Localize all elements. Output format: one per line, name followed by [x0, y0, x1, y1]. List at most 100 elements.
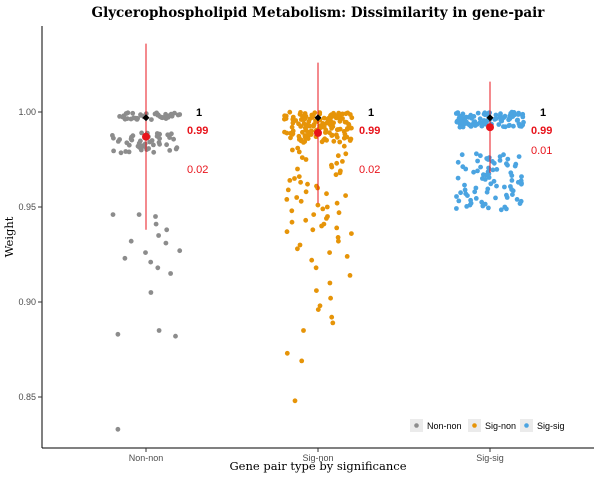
data-point: [458, 190, 463, 196]
data-point: [167, 135, 173, 141]
data-point: [482, 177, 488, 182]
data-point: [177, 248, 183, 254]
data-point: [455, 159, 461, 165]
data-point: [460, 164, 466, 170]
data-point: [330, 320, 336, 326]
data-point: [499, 116, 505, 122]
data-point: [305, 181, 310, 187]
y-tick-label: 1.00: [18, 107, 36, 117]
data-point: [347, 112, 353, 117]
data-point: [342, 131, 348, 137]
data-point: [518, 178, 524, 184]
data-point: [501, 124, 506, 129]
data-point: [129, 137, 135, 143]
y-tick-label: 0.95: [18, 202, 36, 212]
data-point: [323, 127, 329, 133]
data-point: [136, 212, 142, 218]
data-point: [342, 119, 348, 125]
plot-area: 1 0.99 0.02 1 0.99 0.02 1 0.99 0.01: [110, 43, 552, 432]
data-point: [128, 238, 134, 244]
data-point: [324, 204, 330, 210]
data-point: [509, 178, 515, 183]
data-point: [343, 111, 349, 117]
data-point: [328, 295, 333, 301]
sd-label: 0.02: [359, 164, 380, 176]
y-axis-ticks: 0.85 0.90 0.95 1.00: [18, 107, 42, 402]
data-point: [347, 138, 353, 143]
data-point: [474, 151, 479, 157]
data-point: [520, 114, 526, 120]
data-point: [303, 217, 309, 223]
data-point: [296, 149, 302, 155]
data-point: [516, 110, 521, 116]
data-point: [154, 133, 160, 139]
data-point: [313, 265, 319, 271]
data-point: [171, 136, 177, 142]
legend-label: Sig-non: [485, 421, 516, 431]
y-axis-title: Weight: [2, 216, 16, 257]
data-point: [477, 116, 483, 122]
data-point: [168, 271, 174, 276]
data-point: [142, 141, 148, 147]
data-point: [475, 168, 480, 174]
legend-swatch: [472, 423, 477, 428]
data-point: [167, 148, 173, 153]
data-point: [288, 135, 293, 141]
data-point: [337, 118, 343, 124]
data-point: [153, 214, 158, 219]
data-point: [324, 137, 329, 143]
data-point: [168, 111, 174, 117]
data-point: [295, 166, 300, 172]
data-point: [505, 156, 511, 162]
data-point: [297, 242, 303, 248]
data-point: [454, 206, 459, 211]
data-point: [472, 189, 478, 195]
data-point: [509, 187, 514, 192]
data-point: [148, 259, 154, 265]
data-point: [340, 159, 345, 164]
data-point: [475, 158, 480, 164]
data-point: [327, 130, 332, 136]
data-point: [327, 280, 333, 286]
sd-label: 0.01: [531, 145, 552, 157]
data-point: [296, 174, 302, 180]
data-point: [148, 290, 154, 295]
data-point: [135, 116, 141, 121]
data-point: [301, 140, 306, 145]
data-point: [147, 139, 153, 145]
data-point: [494, 167, 500, 172]
legend: Non-non Sig-non Sig-sig: [410, 419, 565, 432]
data-point: [479, 199, 485, 205]
data-point: [334, 200, 340, 206]
data-point: [292, 176, 297, 181]
data-point: [504, 206, 509, 212]
data-point: [343, 151, 349, 157]
data-point: [455, 175, 461, 181]
data-point: [498, 207, 504, 213]
mean-label: 0.99: [531, 125, 552, 137]
median-marker: [486, 114, 494, 122]
data-point: [289, 124, 295, 130]
data-point: [287, 109, 293, 115]
y-tick-label: 0.90: [18, 297, 36, 307]
median-marker: [314, 114, 322, 122]
data-point: [516, 154, 522, 160]
data-point: [130, 110, 136, 116]
data-point: [512, 163, 518, 169]
data-point: [494, 183, 499, 189]
x-tick-label: Sig-sig: [476, 453, 504, 463]
data-point: [336, 210, 342, 216]
x-tick-label: Non-non: [129, 453, 164, 463]
data-point: [319, 223, 324, 229]
data-point: [319, 139, 325, 145]
data-point: [504, 192, 509, 198]
data-point: [149, 117, 154, 122]
data-point: [519, 174, 524, 180]
data-point: [302, 125, 308, 131]
data-point: [160, 115, 166, 120]
data-point: [164, 227, 170, 233]
data-point: [118, 150, 124, 156]
data-point: [343, 193, 348, 199]
data-point: [138, 138, 143, 144]
